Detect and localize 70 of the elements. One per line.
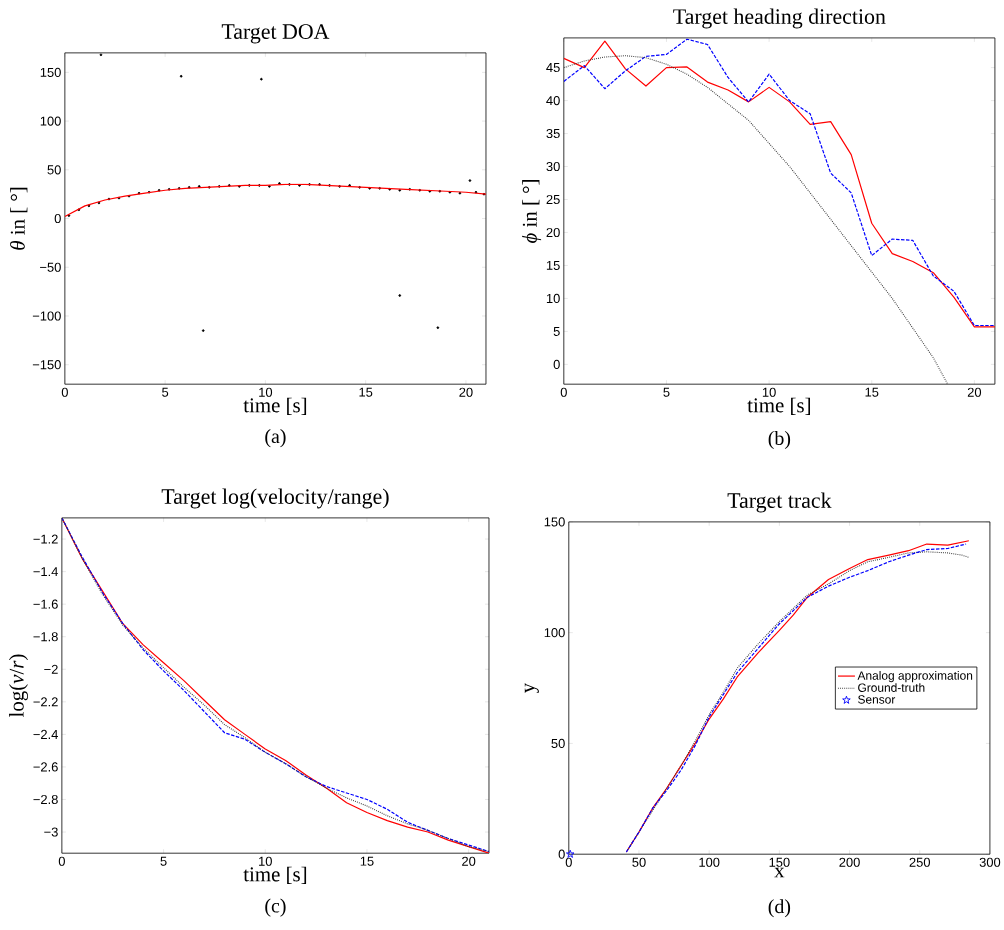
y-axis-title: ϕ in [ °] <box>522 180 542 244</box>
y-tick-label: −2.2 <box>33 697 58 707</box>
chart-title: Target heading direction <box>673 8 886 29</box>
y-axis-title: y <box>524 682 539 693</box>
text: (d) <box>768 899 791 918</box>
y-tick-label: 30 <box>546 161 560 172</box>
x-axis-title: x <box>774 867 785 878</box>
y-tick-label: 150 <box>40 67 61 77</box>
x-tick-label: 50 <box>632 857 646 867</box>
y-tick-label: −3 <box>44 827 58 837</box>
y-tick-label: 100 <box>40 116 61 126</box>
y-tick-label: −1.4 <box>33 567 58 577</box>
x-tick-label: 10 <box>762 387 776 397</box>
y-tick-label: 35 <box>546 128 560 139</box>
x-tick-label: 20 <box>967 387 982 397</box>
x-tick-label: 5 <box>160 856 167 866</box>
y-tick-label: −50 <box>40 262 61 272</box>
y-tick-label: 25 <box>546 194 560 205</box>
y-tick-label: −2.8 <box>33 794 58 805</box>
chart-title: Target track <box>727 492 832 513</box>
y-tick-label: −2.6 <box>33 762 58 772</box>
y-tick-label: 15 <box>546 260 560 270</box>
x-tick-label: 5 <box>663 387 670 397</box>
x-tick-label: 250 <box>909 857 931 867</box>
x-tick-label: 0 <box>61 387 68 397</box>
x-tick-label: 20 <box>459 387 473 397</box>
x-tick-label: 15 <box>360 856 374 866</box>
y-tick-label: 5 <box>553 326 560 336</box>
y-tick-label: −100 <box>32 311 61 321</box>
y-tick-label: −1.8 <box>33 632 58 642</box>
x-tick-label: 15 <box>359 387 373 397</box>
x-tick-label: 200 <box>839 857 860 867</box>
text: (c) <box>265 898 286 917</box>
y-tick-label: 0 <box>54 213 61 224</box>
x-axis-title: time [s] <box>747 397 811 415</box>
y-tick-label: −1.2 <box>33 534 58 544</box>
y-tick-label: 50 <box>47 165 61 175</box>
y-tick-label: 45 <box>546 63 560 73</box>
legend-label: Sensor <box>858 695 896 704</box>
y-tick-label: 20 <box>546 227 560 238</box>
x-tick-label: 0 <box>565 857 572 867</box>
text: (b) <box>768 430 791 449</box>
x-tick-label: 10 <box>259 856 272 866</box>
y-tick-label: 100 <box>544 628 565 638</box>
x-axis-title: time [s] <box>243 397 307 415</box>
x-tick-label: 15 <box>865 387 879 397</box>
x-tick-label: 100 <box>699 857 720 867</box>
x-tick-label: 10 <box>259 387 273 397</box>
y-tick-label: −2 <box>44 664 58 674</box>
legend-label: Analog approximation <box>857 671 973 683</box>
x-axis-title: time [s] <box>243 866 307 884</box>
x-tick-label: 20 <box>462 856 476 866</box>
x-tick-label: 150 <box>769 857 790 867</box>
y-tick-label: −2.4 <box>33 729 58 739</box>
y-tick-label: 50 <box>551 738 565 748</box>
chart-title: Target DOA <box>221 24 330 44</box>
y-tick-label: −150 <box>32 360 61 370</box>
y-tick-label: −1.6 <box>33 599 58 609</box>
x-tick-label: 5 <box>162 387 169 397</box>
text: (a) <box>265 429 286 448</box>
y-tick-label: 150 <box>544 517 565 527</box>
y-axis-title: log(v/r) <box>9 654 29 718</box>
y-tick-label: 0 <box>558 849 565 859</box>
chart-title: Target log(velocity/range) <box>161 488 389 509</box>
y-tick-label: 10 <box>546 293 560 303</box>
y-tick-label: 0 <box>553 359 560 369</box>
y-axis-title: θ in [ °] <box>10 187 28 250</box>
y-tick-label: 40 <box>546 95 560 106</box>
x-tick-label: 300 <box>979 857 1001 867</box>
legend-label: Ground-truth <box>858 683 925 692</box>
